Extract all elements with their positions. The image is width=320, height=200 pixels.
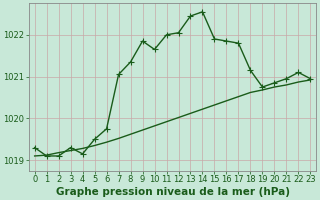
X-axis label: Graphe pression niveau de la mer (hPa): Graphe pression niveau de la mer (hPa): [55, 187, 290, 197]
